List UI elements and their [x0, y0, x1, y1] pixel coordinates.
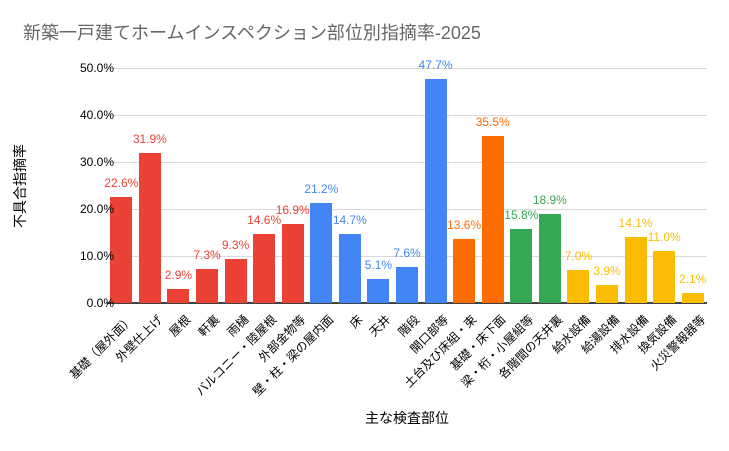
bar-value-label: 7.3% — [193, 247, 221, 262]
gridline — [107, 209, 707, 210]
bar[interactable] — [396, 267, 418, 303]
bar-value-label: 35.5% — [475, 115, 510, 130]
y-axis-tick-label: 50.0% — [79, 61, 114, 75]
bar[interactable] — [310, 203, 333, 303]
bar-value-label: 47.7% — [418, 57, 453, 72]
bar[interactable] — [196, 268, 218, 303]
plot-area: 22.6% 31.9% 2.9% 7.3% 9.3% 14.6% 16.9% 21.2% 14.… — [104, 58, 707, 304]
gridline — [107, 256, 707, 257]
chart-title: 新築一戸建てホームインスペクション部位別指摘率-2025 — [23, 23, 481, 43]
gridline — [107, 115, 707, 116]
x-axis-title: 主な検査部位 — [365, 410, 449, 426]
y-axis-tick-label: 30.0% — [79, 155, 114, 169]
bar[interactable] — [253, 234, 276, 303]
y-axis-tick-label: 20.0% — [79, 202, 114, 216]
bar[interactable] — [138, 153, 161, 303]
x-axis-tick-label: 屋根 — [166, 312, 194, 340]
bar-value-label: 2.1% — [679, 272, 707, 287]
bar[interactable] — [681, 293, 704, 303]
bar-value-label: 7.0% — [564, 249, 593, 264]
y-axis-tick-label: 40.0% — [79, 108, 114, 122]
bar[interactable] — [367, 279, 390, 303]
bar[interactable] — [567, 270, 590, 303]
bar-value-label: 21.2% — [304, 182, 339, 197]
bar-value-label: 14.6% — [247, 213, 282, 228]
bar[interactable] — [110, 196, 133, 303]
bar[interactable] — [653, 251, 676, 303]
bar-value-label: 14.7% — [332, 212, 367, 227]
bar[interactable] — [338, 233, 361, 303]
bar[interactable] — [167, 289, 190, 303]
y-axis-tick-label: 10.0% — [79, 249, 114, 263]
x-axis-line — [107, 302, 707, 304]
bar-value-label: 18.9% — [532, 193, 567, 208]
bar[interactable] — [596, 284, 618, 303]
bar-value-label: 7.6% — [393, 246, 421, 261]
bar-value-label: 15.8% — [504, 207, 539, 222]
bar-value-label: 16.9% — [275, 202, 310, 217]
bar-value-label: 2.9% — [164, 268, 193, 283]
bar[interactable] — [538, 214, 561, 303]
gridline — [107, 162, 707, 163]
x-axis-tick-label: 床 — [346, 312, 366, 331]
y-axis-tick-label: 0.0% — [86, 296, 114, 310]
bar-value-label: 11.0% — [647, 230, 681, 245]
bar-value-label: 22.6% — [104, 175, 139, 190]
x-axis-tick-label: 軒裏 — [195, 312, 223, 340]
bar[interactable] — [453, 239, 476, 303]
bar-value-label: 13.6% — [447, 218, 482, 233]
bar-value-label: 3.9% — [593, 263, 621, 278]
bar[interactable] — [424, 78, 447, 303]
bar[interactable] — [481, 136, 504, 303]
bar-value-label: 5.1% — [364, 258, 393, 273]
bar[interactable] — [624, 236, 647, 303]
bar-value-label: 31.9% — [132, 132, 167, 147]
bar[interactable] — [281, 223, 304, 303]
gridline — [107, 68, 707, 69]
bar[interactable] — [224, 259, 247, 303]
x-axis-tick-label: 天井 — [366, 312, 394, 340]
y-axis-title: 不具合指摘率 — [12, 144, 28, 228]
bar-value-label: 14.1% — [618, 215, 653, 230]
bar-value-label: 9.3% — [221, 238, 250, 253]
bar[interactable] — [510, 228, 533, 303]
